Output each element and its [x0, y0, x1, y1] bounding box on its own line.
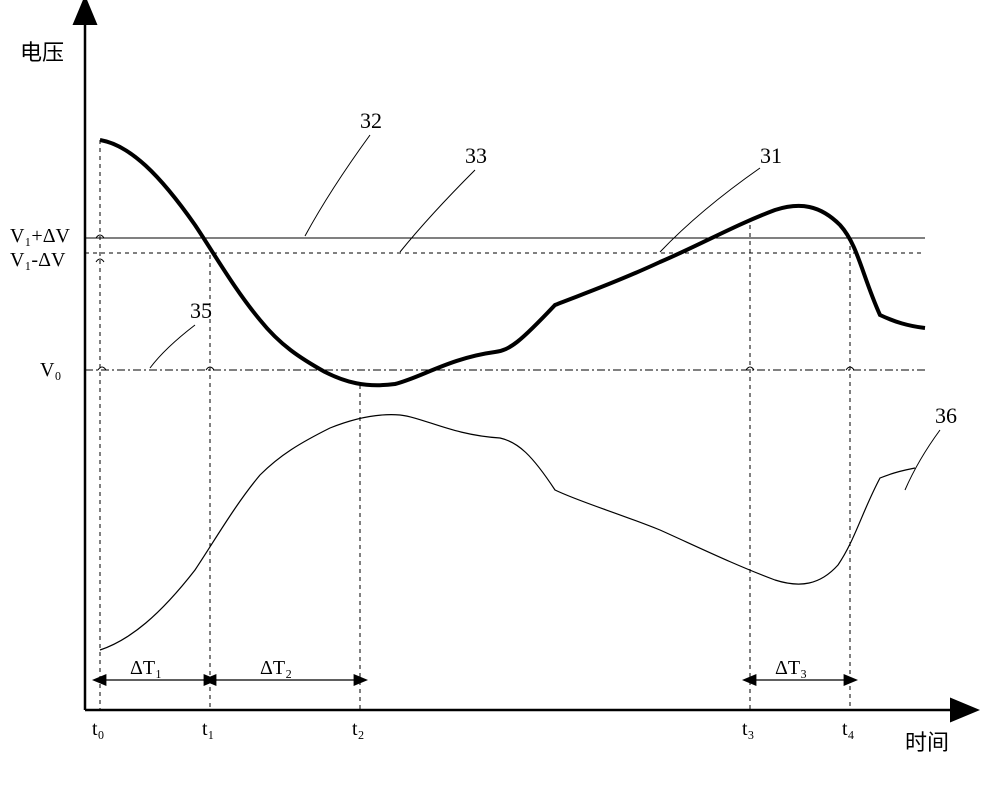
callout-36: 36	[935, 403, 957, 428]
xtick-t1: t₁	[202, 718, 215, 740]
xtick-t0: t₀	[92, 718, 105, 740]
curve-31	[100, 140, 925, 385]
voltage-time-chart: 电压 时间 V₁+ΔV V₁-ΔV V₀ t₀ t₁ t₂ t₃ t₄ 32 3…	[0, 0, 1000, 794]
span-label-dT1: ΔT₁	[130, 657, 162, 679]
leader-33	[400, 170, 475, 252]
span-label-dT2: ΔT₂	[260, 657, 292, 679]
callout-35: 35	[190, 298, 212, 323]
callout-32: 32	[360, 108, 382, 133]
callout-33: 33	[465, 143, 487, 168]
xtick-t4: t₄	[842, 718, 855, 740]
xtick-t2: t₂	[352, 718, 365, 740]
x-axis-label: 时间	[905, 730, 949, 755]
ytick-v1pdv: V₁+ΔV	[10, 225, 71, 247]
chart-svg: 电压 时间 V₁+ΔV V₁-ΔV V₀ t₀ t₁ t₂ t₃ t₄ 32 3…	[0, 0, 1000, 794]
leader-32	[305, 135, 370, 236]
span-label-dT3: ΔT₃	[775, 657, 807, 679]
ytick-v1mdv: V₁-ΔV	[10, 249, 66, 271]
ytick-v0: V₀	[40, 359, 61, 381]
xtick-t3: t₃	[742, 718, 755, 740]
callout-31: 31	[760, 143, 782, 168]
leader-35	[150, 325, 195, 368]
leader-36	[905, 430, 940, 490]
curve-36	[100, 415, 915, 650]
y-axis-label: 电压	[20, 40, 64, 65]
